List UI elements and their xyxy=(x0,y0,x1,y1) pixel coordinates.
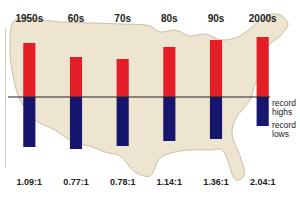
bar xyxy=(23,97,35,147)
x-tick: 2000s xyxy=(249,13,277,24)
x-tick: 80s xyxy=(161,13,178,24)
bar xyxy=(163,97,175,141)
series-label: recordlows xyxy=(272,120,296,139)
x-axis: 1950s 60s 70s 80s 90s 2000s xyxy=(15,13,277,24)
series-label-line: highs xyxy=(272,107,292,117)
category-label: 80s xyxy=(161,13,178,24)
baseline xyxy=(8,97,270,98)
bar xyxy=(70,57,82,97)
ratio-label: 1.14:1 xyxy=(157,177,183,187)
chart: 1950s 60s 70s 80s 90s 2000s 1.09:1 0.77:1 0.78:1… xyxy=(0,0,300,197)
bar xyxy=(257,97,269,126)
bar xyxy=(163,47,175,97)
bar xyxy=(117,59,129,97)
category-label: 70s xyxy=(114,13,131,24)
bar xyxy=(70,97,82,149)
series-label: recordhighs xyxy=(272,98,296,117)
category-label: 90s xyxy=(208,13,225,24)
ratio-label: 1.09:1 xyxy=(17,177,43,187)
bar xyxy=(210,97,222,139)
ratio-label: 0.77:1 xyxy=(63,177,89,187)
bar xyxy=(210,40,222,97)
x-tick: 1950s xyxy=(15,13,43,24)
ratio-labels: 1.09:1 0.77:1 0.78:1 1.14:1 1.36:1 2.04:1 xyxy=(17,177,276,187)
bars xyxy=(23,37,268,149)
x-tick: 90s xyxy=(208,13,225,24)
category-label: 60s xyxy=(68,13,85,24)
x-tick: 70s xyxy=(114,13,131,24)
ratio-label: 1.36:1 xyxy=(203,177,229,187)
category-label: 2000s xyxy=(249,13,277,24)
series-label-line: lows xyxy=(272,129,289,139)
bar xyxy=(257,37,269,97)
ratio-label: 2.04:1 xyxy=(250,177,276,187)
bar xyxy=(117,97,129,146)
ratio-label: 0.78:1 xyxy=(110,177,136,187)
category-label: 1950s xyxy=(15,13,43,24)
y-axis-line xyxy=(5,28,6,168)
bar xyxy=(23,43,35,97)
y-axis xyxy=(5,28,6,168)
x-tick: 60s xyxy=(68,13,85,24)
